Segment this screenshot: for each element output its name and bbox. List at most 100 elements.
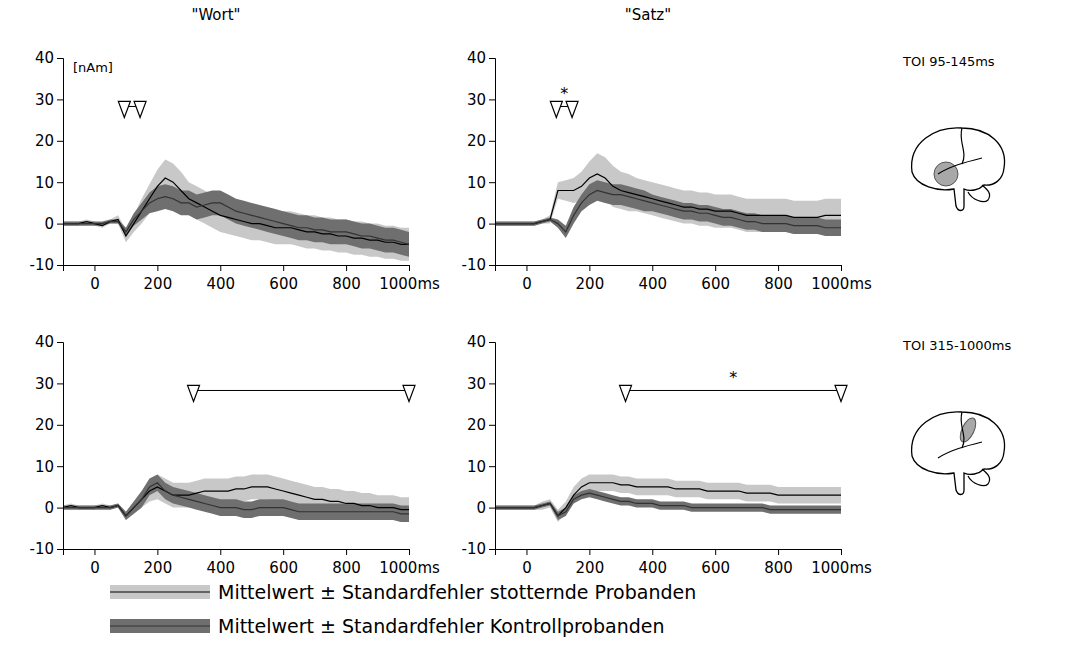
se-band bbox=[63, 474, 409, 522]
x-tick: 800 bbox=[764, 549, 793, 577]
y-tick: 0 bbox=[476, 215, 495, 233]
x-tick-mark bbox=[589, 549, 590, 555]
toi-marker bbox=[118, 101, 130, 117]
y-tick-label: -10 bbox=[30, 256, 55, 274]
x-axis: 02004006008001000ms bbox=[64, 265, 440, 293]
x-tick-label: 800 bbox=[332, 275, 361, 293]
y-tick: 0 bbox=[476, 499, 495, 517]
x-tick: 600 bbox=[701, 549, 730, 577]
y-tick: -10 bbox=[462, 256, 496, 274]
y-tick: 40 bbox=[35, 333, 63, 351]
x-tick: 200 bbox=[144, 265, 173, 293]
toi-marker bbox=[403, 385, 415, 401]
x-tick-mark bbox=[526, 549, 527, 555]
sulcus bbox=[961, 128, 964, 164]
x-tick: 1000ms bbox=[379, 265, 440, 293]
y-tick-label: 40 bbox=[35, 49, 54, 67]
y-tick-label: 10 bbox=[467, 458, 486, 476]
x-tick-mark bbox=[715, 549, 716, 555]
x-tick-mark bbox=[841, 549, 842, 555]
y-tick-mark bbox=[489, 224, 495, 225]
y-tick-label: 0 bbox=[44, 499, 54, 517]
x-tick: 800 bbox=[332, 549, 361, 577]
x-axis: 02004006008001000ms bbox=[64, 549, 440, 577]
y-tick-mark bbox=[57, 99, 63, 100]
toi-marker bbox=[188, 385, 200, 401]
x-tick: 800 bbox=[332, 265, 361, 293]
x-tick: 0 bbox=[90, 265, 100, 293]
x-tick-label: 200 bbox=[576, 275, 605, 293]
x-tick-mark bbox=[409, 265, 410, 271]
y-tick-label: 10 bbox=[35, 174, 54, 192]
x-tick-label: 200 bbox=[576, 559, 605, 577]
y-tick: 10 bbox=[467, 458, 495, 476]
x-tick: 600 bbox=[269, 549, 298, 577]
y-tick-mark bbox=[57, 342, 63, 343]
y-tick-mark bbox=[57, 425, 63, 426]
x-tick-label: 400 bbox=[638, 559, 667, 577]
y-axis-line bbox=[57, 343, 64, 550]
x-tick: 200 bbox=[576, 265, 605, 293]
y-tick-label: -10 bbox=[462, 256, 487, 274]
x-tick-mark bbox=[778, 549, 779, 555]
x-tick-label: 0 bbox=[522, 275, 532, 293]
y-tick-label: 0 bbox=[476, 215, 486, 233]
y-tick-mark bbox=[57, 182, 63, 183]
y-unit-label: [nAm] bbox=[73, 60, 113, 75]
y-axis: -10010203040 bbox=[30, 49, 64, 274]
x-axis: 0 200 400 600 800 1000ms bbox=[496, 549, 872, 577]
x-axis-line bbox=[496, 266, 842, 272]
x-tick-mark bbox=[526, 265, 527, 271]
x-tick-label: 1000ms bbox=[811, 559, 872, 577]
x-axis: 02004006008001000ms bbox=[496, 265, 872, 293]
se-band bbox=[495, 180, 841, 238]
se-band bbox=[495, 489, 841, 520]
region-highlight bbox=[957, 416, 979, 445]
y-tick-label: -10 bbox=[462, 540, 487, 558]
y-tick: 30 bbox=[467, 91, 495, 109]
figure: 02004006008001000ms-10010203040"Wort"[nA… bbox=[0, 0, 1078, 664]
x-tick-label: 600 bbox=[701, 275, 730, 293]
y-axis-line bbox=[489, 343, 496, 550]
legend-label: Mittelwert ± Standardfehler stotternde P… bbox=[218, 581, 696, 603]
x-tick-label: 1000ms bbox=[379, 275, 440, 293]
x-tick-mark bbox=[283, 549, 284, 555]
y-tick-label: 0 bbox=[44, 215, 54, 233]
sulcus bbox=[938, 158, 982, 174]
y-tick: 30 bbox=[35, 375, 63, 393]
y-tick: 20 bbox=[467, 132, 495, 150]
x-tick: 600 bbox=[701, 265, 730, 293]
x-tick-mark bbox=[220, 265, 221, 271]
x-tick-label: 400 bbox=[206, 559, 235, 577]
se-band bbox=[63, 474, 409, 522]
y-tick-mark bbox=[57, 265, 63, 266]
x-tick-label: 400 bbox=[206, 275, 235, 293]
toi-span bbox=[194, 390, 409, 391]
y-tick-label: 10 bbox=[35, 458, 54, 476]
y-tick-mark bbox=[57, 224, 63, 225]
mean-line bbox=[495, 190, 841, 231]
y-tick-label: 40 bbox=[467, 49, 486, 67]
y-tick-mark bbox=[489, 342, 495, 343]
x-tick: 1000ms bbox=[379, 549, 440, 577]
mean-line bbox=[63, 178, 409, 244]
y-tick-mark bbox=[489, 508, 495, 509]
y-axis: -10010203040 bbox=[462, 333, 496, 558]
x-tick-label: 0 bbox=[522, 559, 532, 577]
legend: Mittelwert ± Standardfehler stotternde P… bbox=[110, 581, 696, 637]
y-tick: 10 bbox=[35, 174, 63, 192]
y-tick-mark bbox=[489, 383, 495, 384]
x-axis-line bbox=[64, 266, 410, 272]
y-tick-label: 20 bbox=[467, 416, 486, 434]
brain-outline bbox=[912, 128, 1005, 211]
x-tick-label: 800 bbox=[764, 275, 793, 293]
y-tick-mark bbox=[489, 182, 495, 183]
y-tick: 20 bbox=[467, 416, 495, 434]
panel: 02004006008001000ms-10010203040*TOI 315-… bbox=[462, 333, 1012, 577]
y-tick-label: 30 bbox=[467, 91, 486, 109]
x-tick: 0 bbox=[522, 549, 532, 577]
cerebellum bbox=[968, 185, 990, 202]
y-tick-label: 40 bbox=[467, 333, 486, 351]
y-tick: 0 bbox=[44, 215, 63, 233]
x-tick-mark bbox=[346, 549, 347, 555]
